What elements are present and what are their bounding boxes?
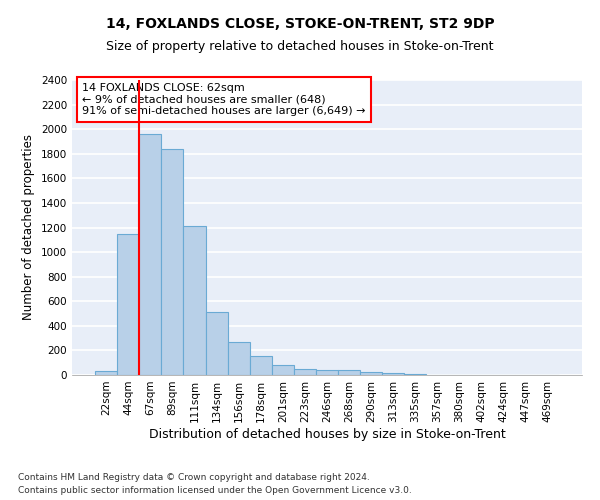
Text: Size of property relative to detached houses in Stoke-on-Trent: Size of property relative to detached ho… [106,40,494,53]
Bar [316,370,338,375]
Bar [360,372,382,375]
Bar [117,234,139,375]
Text: 14, FOXLANDS CLOSE, STOKE-ON-TRENT, ST2 9DP: 14, FOXLANDS CLOSE, STOKE-ON-TRENT, ST2 … [106,18,494,32]
Bar [206,312,227,375]
Text: Contains public sector information licensed under the Open Government Licence v3: Contains public sector information licen… [18,486,412,495]
Bar [294,369,316,375]
Bar [95,372,117,375]
Bar [139,134,161,375]
Bar [161,149,184,375]
Text: 14 FOXLANDS CLOSE: 62sqm
← 9% of detached houses are smaller (648)
91% of semi-d: 14 FOXLANDS CLOSE: 62sqm ← 9% of detache… [82,83,366,116]
Bar [404,374,427,375]
Bar [382,373,404,375]
Text: Contains HM Land Registry data © Crown copyright and database right 2024.: Contains HM Land Registry data © Crown c… [18,474,370,482]
Bar [184,226,206,375]
Bar [227,342,250,375]
X-axis label: Distribution of detached houses by size in Stoke-on-Trent: Distribution of detached houses by size … [149,428,505,440]
Bar [250,356,272,375]
Y-axis label: Number of detached properties: Number of detached properties [22,134,35,320]
Bar [338,370,360,375]
Bar [272,365,294,375]
